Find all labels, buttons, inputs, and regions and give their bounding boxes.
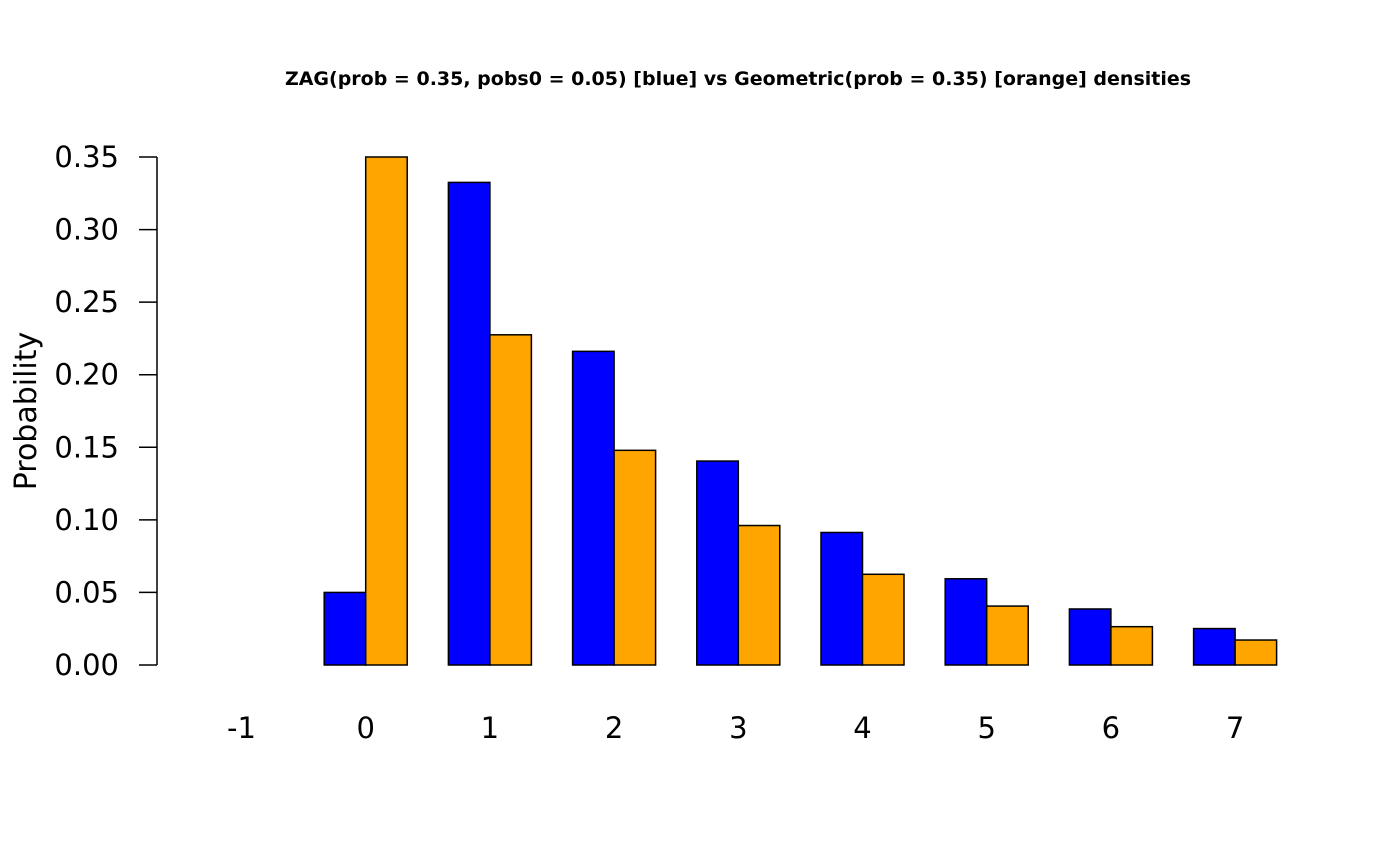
bar-geometric-1 (489, 334, 533, 666)
y-tick-label: 0.00 (54, 648, 119, 682)
y-tick-label: 0.30 (54, 213, 119, 247)
bars (323, 156, 1278, 666)
y-axis: 0.00 0.05 0.10 0.15 0.20 0.25 0.30 0.35 (54, 140, 158, 682)
x-category-label: 5 (977, 711, 995, 745)
x-category-label: 2 (605, 711, 623, 745)
x-category-label: 4 (853, 711, 871, 745)
y-tick-label: 0.35 (54, 140, 119, 174)
bar-zag-4 (820, 531, 864, 666)
chart-title: ZAG(prob = 0.35, pobs0 = 0.05) [blue] vs… (285, 68, 1191, 90)
x-category-label: 3 (729, 711, 747, 745)
y-tick-label: 0.10 (54, 503, 119, 537)
y-axis-label: Probability (9, 332, 44, 491)
bar-geometric-5 (985, 605, 1029, 666)
x-category-label: 1 (481, 711, 499, 745)
bar-zag-7 (1192, 627, 1236, 666)
bar-geometric-4 (861, 573, 905, 666)
bar-geometric-0 (364, 156, 408, 666)
bar-zag-1 (447, 181, 491, 666)
bar-zag-0 (323, 591, 367, 666)
bar-zag-5 (944, 578, 988, 666)
bar-geometric-7 (1234, 639, 1278, 666)
x-axis-labels: -1 0 1 2 3 4 5 6 7 (227, 711, 1244, 745)
bar-geometric-6 (1110, 625, 1154, 666)
bar-zag-2 (571, 350, 615, 666)
bar-zag-3 (696, 460, 740, 666)
x-category-label: 6 (1102, 711, 1120, 745)
x-category-label: -1 (227, 711, 256, 745)
y-tick-label: 0.25 (54, 285, 119, 319)
y-tick-label: 0.20 (54, 358, 119, 392)
x-category-label: 7 (1226, 711, 1244, 745)
bar-geometric-2 (613, 449, 657, 666)
y-tick-label: 0.05 (54, 575, 119, 609)
x-category-label: 0 (356, 711, 374, 745)
bar-geometric-3 (737, 524, 781, 666)
bar-zag-6 (1068, 608, 1112, 666)
y-tick-label: 0.15 (54, 430, 119, 464)
